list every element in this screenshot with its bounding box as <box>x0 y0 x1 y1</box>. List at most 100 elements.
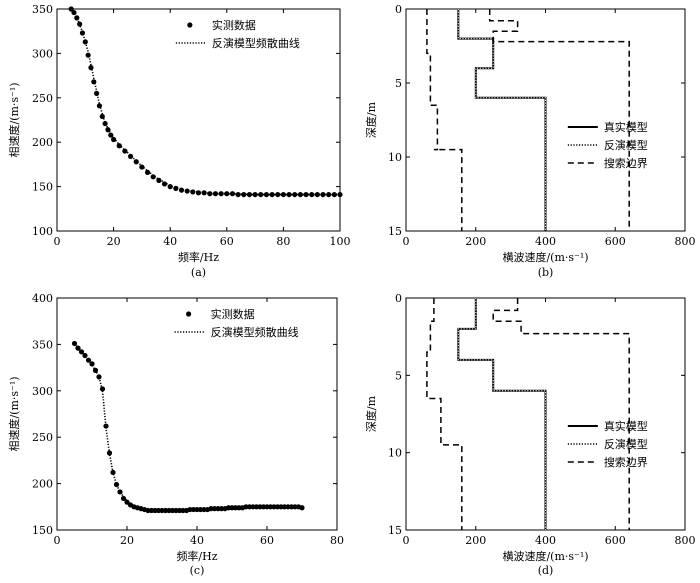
y-tick-label: 250 <box>32 431 53 444</box>
legend-label: 反演模型频散曲线 <box>212 36 300 50</box>
x-tick-label: 800 <box>675 534 696 547</box>
panel-2: 0 200 400 600 800 0 5 10 15 横波速度/(m·s⁻¹) 深度/m (b) 真实… <box>364 3 696 279</box>
y-axis-label: 深度/m <box>364 395 378 432</box>
data-point <box>103 423 109 429</box>
x-axis-label: 频率/Hz <box>176 549 217 563</box>
y-axis-label: 深度/m <box>364 101 378 138</box>
x-tick-label: 0 <box>54 534 61 547</box>
data-point <box>207 191 213 197</box>
y-tick-label: 300 <box>32 385 53 398</box>
x-tick-label: 200 <box>465 534 486 547</box>
legend-label: 反演模型 <box>604 138 648 152</box>
data-point <box>82 39 88 45</box>
x-axis-label: 横波速度/(m·s⁻¹) <box>502 549 588 563</box>
y-axis-label: 相速度/(m·s⁻¹) <box>7 376 21 451</box>
x-tick-label: 40 <box>163 235 177 248</box>
y-tick-label: 200 <box>32 478 53 491</box>
data-point <box>331 191 337 198</box>
data-point <box>113 481 120 488</box>
y-tick-label: 400 <box>32 292 53 305</box>
legend-label: 真实模型 <box>604 120 648 134</box>
x-tick-label: 100 <box>330 235 351 248</box>
data-point <box>82 352 88 359</box>
data-point <box>150 174 156 180</box>
y-tick-label: 0 <box>395 3 402 16</box>
panel-label: (a) <box>191 266 206 279</box>
legend-label: 搜索边界 <box>604 455 648 469</box>
x-tick-label: 600 <box>605 235 626 248</box>
y-tick-label: 350 <box>32 338 53 351</box>
x-tick-label: 80 <box>276 235 290 248</box>
data-point <box>337 191 343 198</box>
x-tick-label: 80 <box>330 534 344 547</box>
panel-1: 0 20 40 60 80 100 100 150 200 250 300 350 频率/Hz 相速度/(… <box>7 3 351 279</box>
x-tick-label: 60 <box>220 235 234 248</box>
x-tick-label: 400 <box>535 534 556 547</box>
data-point <box>111 136 117 143</box>
x-tick-label: 0 <box>403 534 410 547</box>
series-line <box>426 298 463 530</box>
x-tick-label: 200 <box>465 235 486 248</box>
x-axis-label: 横波速度/(m·s⁻¹) <box>502 250 588 264</box>
panel-label: (c) <box>190 564 205 577</box>
x-tick-label: 60 <box>260 534 274 547</box>
axes-frame <box>56 8 341 232</box>
y-tick-label: 15 <box>388 524 402 537</box>
data-point <box>161 181 168 187</box>
series-line <box>70 8 340 196</box>
y-tick-label: 250 <box>32 92 53 105</box>
panel-label: (d) <box>538 564 554 577</box>
data-point <box>71 340 78 347</box>
y-tick-label: 10 <box>388 151 402 164</box>
data-point <box>144 169 151 175</box>
data-point <box>99 113 105 120</box>
x-tick-label: 600 <box>605 534 626 547</box>
y-tick-label: 150 <box>32 181 53 194</box>
data-point <box>71 9 77 16</box>
series-line <box>492 298 630 530</box>
data-point <box>102 120 108 127</box>
y-tick-label: 10 <box>388 447 402 460</box>
x-tick-label: 400 <box>535 235 556 248</box>
x-tick-label: 800 <box>675 235 696 248</box>
data-point <box>299 505 305 511</box>
panel-4: 0 200 400 600 800 0 5 10 15 横波速度/(m·s⁻¹) 深度/m (d) 真实… <box>364 292 696 577</box>
data-point <box>96 374 102 380</box>
y-tick-label: 150 <box>32 524 53 537</box>
y-tick-label: 5 <box>395 77 402 90</box>
y-tick-label: 15 <box>388 225 402 238</box>
series-line <box>488 9 630 231</box>
y-tick-label: 350 <box>32 3 53 16</box>
x-tick-label: 0 <box>403 235 410 248</box>
legend-label: 反演模型频散曲线 <box>211 325 299 339</box>
legend-marker <box>186 311 192 317</box>
legend-label: 真实模型 <box>604 419 648 433</box>
x-tick-label: 20 <box>107 235 121 248</box>
legend-label: 搜索边界 <box>604 156 648 170</box>
x-tick-label: 40 <box>190 534 204 547</box>
x-tick-label: 20 <box>120 534 134 547</box>
series-line <box>457 298 546 530</box>
y-tick-label: 0 <box>395 292 402 305</box>
y-tick-label: 100 <box>32 225 53 238</box>
data-point <box>68 6 74 12</box>
legend-marker <box>187 22 193 28</box>
panel-label: (b) <box>538 266 554 279</box>
legend-label: 反演模型 <box>604 437 648 451</box>
legend-label: 实测数据 <box>211 307 255 321</box>
data-point <box>212 191 219 197</box>
series-line <box>457 298 547 530</box>
panel-3: 0 20 40 60 80 150 200 250 300 350 400 频率/Hz 相速度/(m·s… <box>7 292 344 577</box>
legend-label: 实测数据 <box>212 18 256 32</box>
data-point <box>190 189 196 195</box>
y-tick-label: 300 <box>32 47 53 60</box>
data-point <box>201 190 207 196</box>
series-line <box>426 9 463 231</box>
series-line <box>73 342 303 512</box>
data-point <box>89 361 95 367</box>
x-tick-label: 0 <box>54 235 61 248</box>
y-tick-label: 5 <box>395 369 402 382</box>
y-axis-label: 相速度/(m·s⁻¹) <box>7 82 21 157</box>
series-line <box>457 9 546 231</box>
